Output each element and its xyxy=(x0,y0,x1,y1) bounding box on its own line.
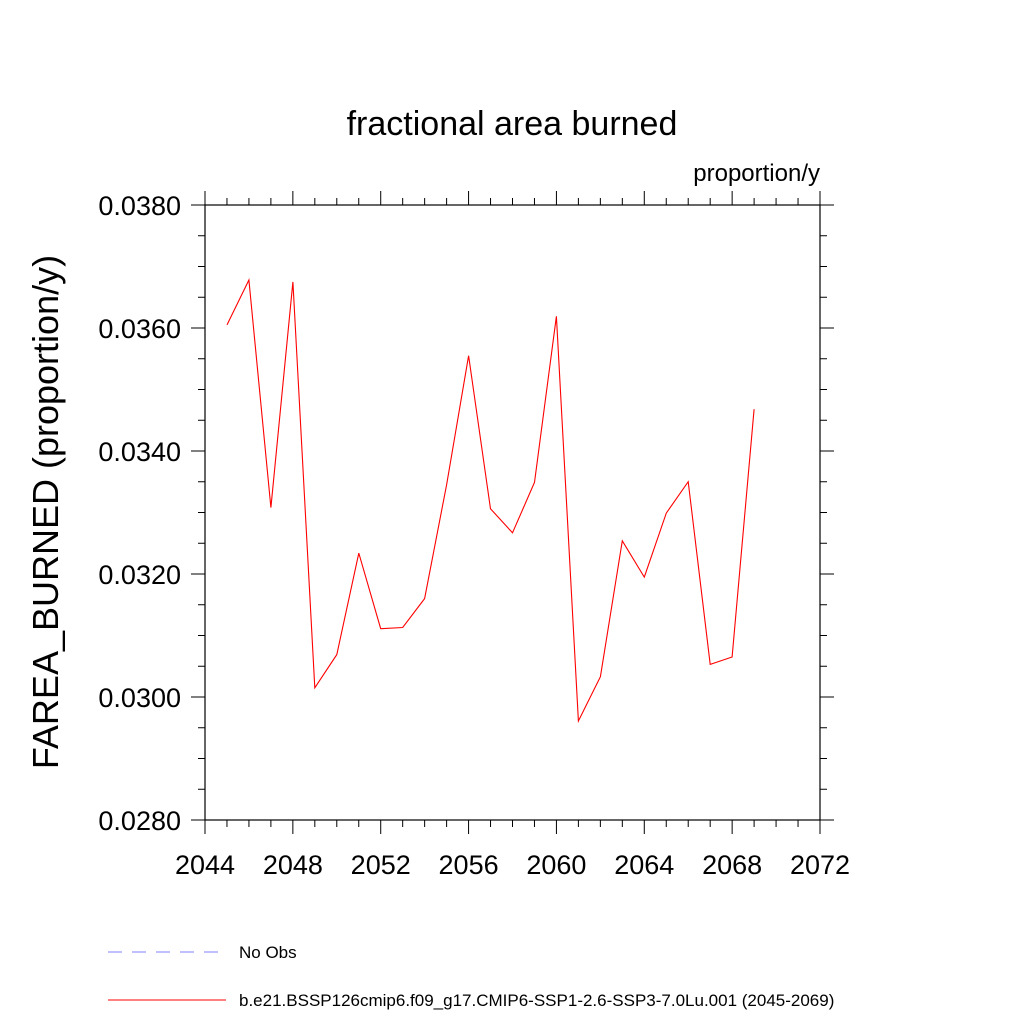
x-tick-label: 2060 xyxy=(526,850,586,880)
x-tick-label: 2044 xyxy=(175,850,235,880)
y-axis-label: FAREA_BURNED (proportion/y) xyxy=(25,255,66,769)
y-tick-label: 0.0300 xyxy=(98,683,181,713)
legend-label: b.e21.BSSP126cmip6.f09_g17.CMIP6-SSP1-2.… xyxy=(239,991,834,1010)
legend: No Obs b.e21.BSSP126cmip6.f09_g17.CMIP6-S… xyxy=(108,943,834,1010)
y-tick-label: 0.0320 xyxy=(98,560,181,590)
y-tick-label: 0.0380 xyxy=(98,191,181,221)
x-tick-label: 2052 xyxy=(351,850,411,880)
chart-title: fractional area burned xyxy=(347,105,678,143)
series-layer xyxy=(226,278,755,724)
x-tick-label: 2068 xyxy=(702,850,762,880)
x-tick-label: 2064 xyxy=(614,850,674,880)
y-tick-label: 0.0340 xyxy=(98,437,181,467)
tick-labels: 2044 2048 2052 2056 2060 2064 2068 2072 0.0280 0.… xyxy=(98,191,850,880)
x-tick-label: 2056 xyxy=(439,850,499,880)
units-label: proportion/y xyxy=(693,160,820,187)
series-line xyxy=(226,278,755,724)
axis-ticks xyxy=(191,191,834,834)
y-tick-label: 0.0280 xyxy=(98,806,181,836)
y-tick-label: 0.0360 xyxy=(98,314,181,344)
x-tick-label: 2048 xyxy=(263,850,323,880)
legend-label: No Obs xyxy=(239,943,297,962)
x-tick-label: 2072 xyxy=(790,850,850,880)
plot-frame xyxy=(204,204,821,821)
